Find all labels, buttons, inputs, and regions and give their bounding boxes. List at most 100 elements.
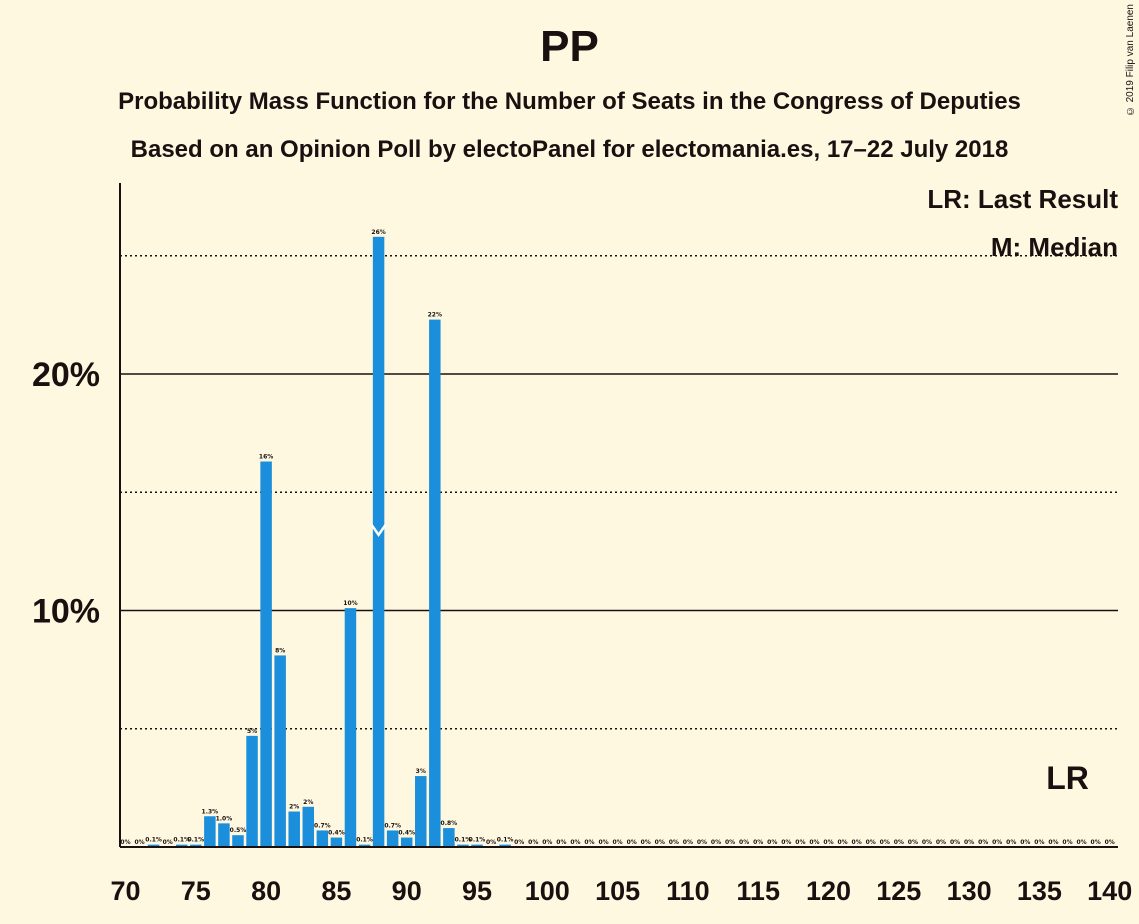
bar-label: 0.1%: [145, 837, 162, 844]
x-tick-label: 90: [392, 876, 422, 906]
x-tick-label: 120: [806, 876, 851, 906]
bar-label: 0%: [697, 839, 707, 846]
bar-seat-92: [429, 319, 441, 848]
bar-label: 0%: [1091, 839, 1101, 846]
chart-subtitle-1: Probability Mass Function for the Number…: [118, 88, 1021, 115]
bar-label: 0%: [683, 839, 693, 846]
bar-label: 0%: [908, 839, 918, 846]
x-tick-label: 115: [736, 876, 780, 906]
bar-seat-89: [386, 830, 399, 847]
axes: [119, 183, 1118, 848]
bar-label: 0%: [711, 839, 721, 846]
bar-label: 0%: [1076, 839, 1086, 846]
bar-seat-91: [415, 776, 427, 847]
bar-label: 0.7%: [314, 822, 331, 829]
chart-subtitle-2: Based on an Opinion Poll by electoPanel …: [130, 136, 1009, 163]
bar-label: 0%: [795, 839, 805, 846]
bar-label: 0%: [978, 839, 988, 846]
x-tick-label: 75: [181, 876, 211, 906]
x-tick-label: 130: [947, 876, 992, 906]
bar-label: 0%: [570, 839, 580, 846]
bar-label: 0%: [936, 839, 946, 846]
bar-label: 0%: [655, 839, 665, 846]
bar-seat-97: [499, 844, 511, 847]
bar-label: 0.1%: [173, 837, 190, 844]
bar-label: 26%: [371, 229, 385, 236]
bar-label: 0.7%: [384, 822, 401, 829]
bar-label: 0%: [134, 839, 144, 846]
bar-seat-94: [457, 844, 469, 847]
bar-label: 0%: [514, 839, 524, 846]
bar-label: 0%: [627, 839, 637, 846]
bar-seat-86: [344, 608, 357, 847]
x-tick-label: 105: [595, 876, 640, 906]
bar-label: 0%: [542, 839, 552, 846]
x-tick-labels: 70 75 80 85 90 95 100 105 110 115 120 125 130 135 140: [110, 876, 1132, 906]
y-tick-label: 20%: [32, 356, 100, 394]
bar-seat-93: [443, 828, 455, 847]
bar-label: 0.1%: [469, 837, 486, 844]
bar-label: 0%: [486, 839, 496, 846]
bar-label: 0%: [1105, 839, 1115, 846]
x-tick-label: 110: [666, 876, 710, 906]
bar-label: 1.3%: [202, 808, 219, 815]
bar-label: 0%: [992, 839, 1002, 846]
bar-label: 0%: [809, 839, 819, 846]
bar-seat-90: [400, 837, 413, 847]
bar-seat-85: [330, 837, 343, 847]
bar-seat-80: [260, 461, 272, 847]
bar-label: 0.4%: [328, 830, 345, 837]
x-tick-label: 125: [876, 876, 921, 906]
bar-label: 10%: [343, 600, 357, 607]
bar-label: 3%: [416, 768, 426, 775]
bar-label: 0%: [725, 839, 735, 846]
bar-label: 22%: [428, 312, 442, 319]
bar-label: 0%: [781, 839, 791, 846]
bar-label: 0%: [598, 839, 608, 846]
legend-median: M: Median: [990, 232, 1118, 262]
bar-label: 0.1%: [356, 837, 373, 844]
bars: [147, 236, 511, 848]
x-tick-label: 100: [525, 876, 570, 906]
bar-seat-72: [147, 844, 160, 847]
legend-last-result: LR: Last Result: [927, 184, 1118, 214]
chart-title: PP: [540, 22, 599, 71]
bar-label: 2%: [289, 804, 299, 811]
bar-seat-87: [358, 844, 371, 847]
bar-label: 0%: [753, 839, 763, 846]
y-tick-labels: 10% 20%: [32, 356, 100, 631]
bar-label: 0%: [1062, 839, 1072, 846]
bar-label: 8%: [275, 647, 285, 654]
bar-seat-77: [218, 823, 230, 847]
bar-label: 0%: [1048, 839, 1058, 846]
bar-label: 0%: [852, 839, 862, 846]
bar-label: 0%: [556, 839, 566, 846]
bar-label: 0%: [837, 839, 847, 846]
x-tick-label: 135: [1017, 876, 1062, 906]
bar-label: 0%: [1006, 839, 1016, 846]
bar-seat-74: [175, 844, 188, 847]
bar-label: 0%: [1020, 839, 1030, 846]
last-result-label: LR: [1046, 760, 1089, 796]
bar-seat-75: [190, 844, 202, 847]
bar-seat-76: [204, 816, 216, 847]
bar-label: 1.0%: [216, 815, 233, 822]
bar-label: 0%: [584, 839, 594, 846]
bar-label: 0%: [767, 839, 777, 846]
bar-label: 0%: [866, 839, 876, 846]
bar-label: 0%: [739, 839, 749, 846]
bar-seat-84: [316, 830, 329, 847]
x-tick-label: 70: [110, 876, 140, 906]
bar-label: 0%: [964, 839, 974, 846]
bar-label: 0%: [880, 839, 890, 846]
bar-label: 0%: [823, 839, 833, 846]
y-tick-label: 10%: [32, 593, 100, 631]
bar-seat-82: [288, 811, 300, 847]
bar-labels: 0% 0% 0.1% 0% 0.1%0.1%1.3%1.0%0.5%5%16%8%2%2…: [120, 229, 1114, 846]
bar-label: 0.1%: [497, 837, 514, 844]
bar-label: 0.8%: [441, 820, 458, 827]
median-marker-icon: [370, 524, 387, 537]
bar-label: 0%: [950, 839, 960, 846]
bar-seat-88: [372, 236, 385, 847]
x-tick-label: 85: [321, 876, 351, 906]
